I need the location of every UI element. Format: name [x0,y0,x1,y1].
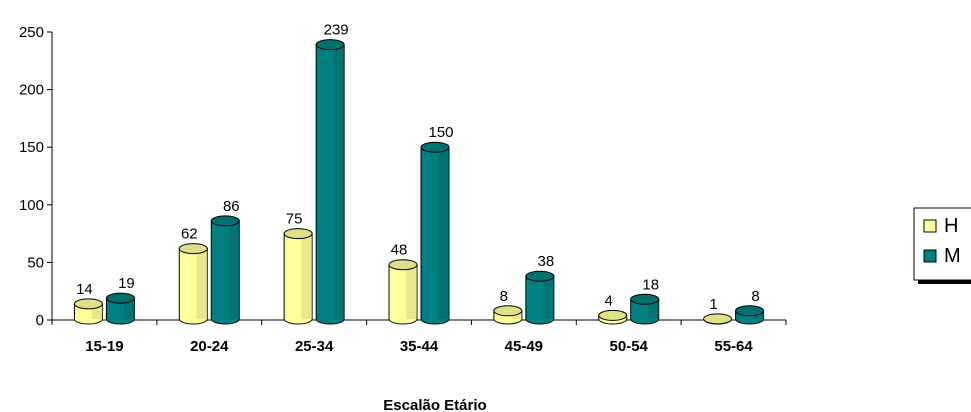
data-label: 150 [428,124,453,141]
legend: HM [913,207,971,284]
y-tick-label: 150 [19,139,44,156]
x-tick-label: 25-34 [295,338,334,355]
data-label: 239 [324,22,349,39]
bar-h [178,243,208,325]
data-label: 8 [751,288,759,305]
data-label: 14 [76,281,93,298]
data-label: 62 [181,226,198,243]
bar-m [420,141,450,325]
y-tick-label: 200 [19,82,44,99]
legend-swatch-m [923,249,937,263]
x-tick-label: 20-24 [190,338,229,355]
bar-m [315,39,345,325]
bar-h [388,259,418,325]
x-tick-label: 45-49 [505,338,543,355]
bar-m [210,215,240,325]
x-tick-label: 35-44 [400,338,439,355]
x-tick-label: 15-19 [85,338,123,355]
bar-m [630,293,660,325]
data-label: 19 [118,275,135,292]
data-label: 1 [709,296,717,313]
axes: 0 50 100 150 200 250 15-19 20-24 25-34 35-44 45-49… [19,24,787,355]
legend-swatch-h [923,219,937,233]
bar-m [525,270,555,325]
data-label: 8 [500,288,508,305]
y-tick-label: 50 [27,254,44,271]
y-tick-label: 100 [19,197,44,214]
legend-box [913,207,971,281]
legend-label-h: H [944,215,958,237]
data-label: 86 [223,198,240,215]
data-label: 18 [642,276,659,293]
bar-m [735,305,765,325]
data-label: 38 [538,253,555,270]
legend-label-m: M [944,245,961,267]
bars [73,39,765,325]
bar-h [73,298,103,325]
x-axis-title: Escalão Etário [383,397,486,412]
y-tick-label: 250 [19,24,44,41]
x-tick-label: 55-64 [714,338,753,355]
data-label: 48 [391,242,408,259]
y-tick-label: 0 [36,312,44,329]
data-label: 75 [286,211,303,228]
bar-h [703,313,733,325]
bar-m [105,292,135,325]
bar-h [598,309,628,325]
data-label: 4 [605,292,613,309]
x-tick-label: 50-54 [610,338,649,355]
bar-h [493,305,523,325]
bar-h [283,228,313,325]
